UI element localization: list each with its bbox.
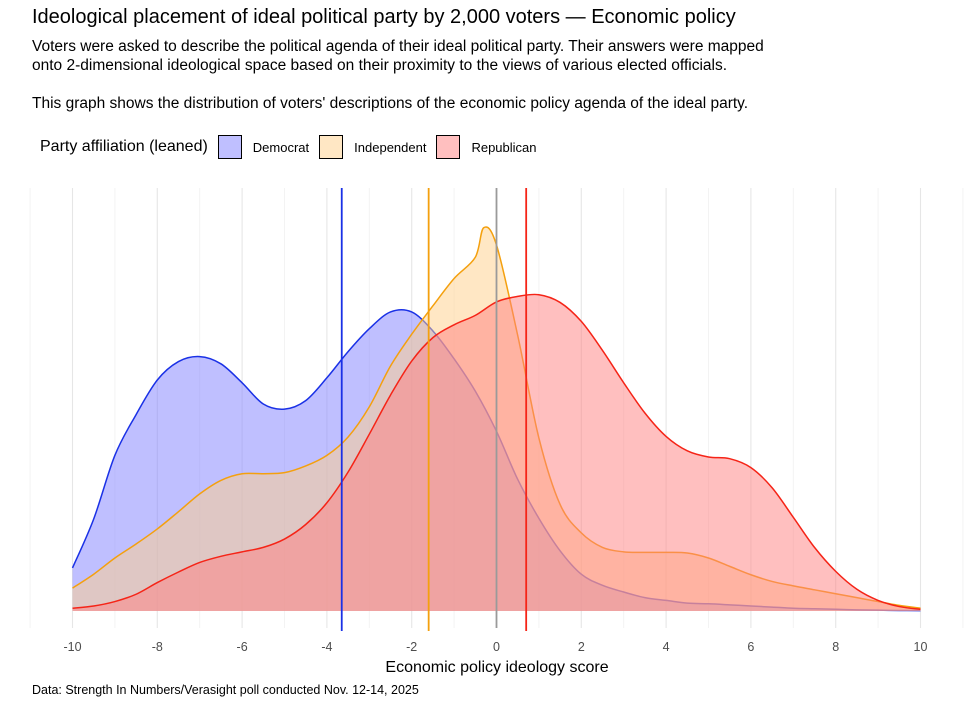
caption: Data: Strength In Numbers/Verasight poll…: [32, 683, 419, 697]
chart-title: Ideological placement of ideal political…: [32, 6, 736, 28]
legend-item-independent: Independent: [319, 135, 426, 159]
legend-item-democrat: Democrat: [217, 135, 310, 159]
x-tick-label: -10: [63, 640, 81, 654]
legend-label-democrat: Democrat: [252, 139, 310, 155]
x-tick-label: -6: [237, 640, 248, 654]
x-tick-label: -2: [406, 640, 417, 654]
legend-title: Party affiliation (leaned): [40, 138, 208, 155]
x-axis: -10 -8 -6 -4 -2 0 2 4 6 8 10: [63, 640, 927, 654]
x-tick-label: 8: [832, 640, 839, 654]
x-axis-label: Economic policy ideology score: [385, 659, 608, 676]
legend-key-democrat: [217, 135, 242, 159]
mean-lines: [340, 188, 528, 631]
x-tick-label: 0: [493, 640, 500, 654]
subtitle-line-4: This graph shows the distribution of vot…: [32, 95, 749, 112]
legend-item-republican: Republican: [436, 135, 537, 159]
x-tick-label: 2: [578, 640, 585, 654]
subtitle-line-1: Voters were asked to describe the politi…: [32, 38, 764, 55]
x-tick-label: -8: [152, 640, 163, 654]
x-tick-label: 6: [747, 640, 754, 654]
legend-key-republican: [436, 135, 461, 159]
subtitle-line-2: onto 2-dimensional ideological space bas…: [32, 57, 728, 74]
x-tick-label: 10: [914, 640, 928, 654]
legend-key-independent: [319, 135, 344, 159]
legend: Party affiliation (leaned) Democrat Inde…: [40, 132, 547, 162]
legend-label-republican: Republican: [471, 139, 537, 155]
x-tick-label: -4: [321, 640, 332, 654]
x-tick-label: 4: [663, 640, 670, 654]
chart-subtitle: Voters were asked to describe the politi…: [32, 37, 764, 113]
legend-label-independent: Independent: [354, 139, 427, 155]
